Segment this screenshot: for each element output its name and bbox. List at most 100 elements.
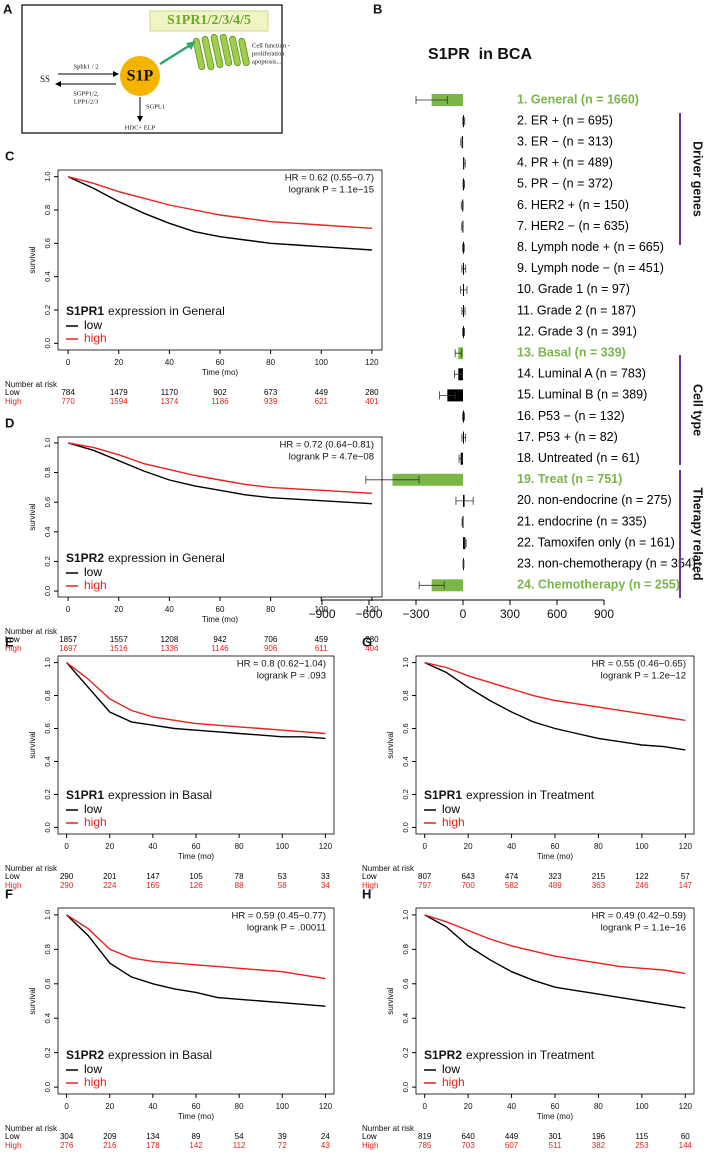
survival-curve (67, 176, 372, 229)
category-label: 5. PR − (n = 372) (517, 177, 613, 191)
risk-value: 1336 (160, 644, 178, 653)
risk-value: 1479 (110, 388, 128, 397)
risk-value: 209 (103, 1132, 117, 1141)
arrow-head (137, 116, 143, 122)
risk-value: 363 (592, 881, 606, 890)
category-label: 7. HER2 − (n = 635) (517, 219, 629, 233)
x-tick-label: 100 (315, 605, 329, 614)
risk-table-title: Number at risk (5, 380, 58, 389)
risk-value: 304 (60, 1132, 74, 1141)
risk-value: 60 (681, 1132, 690, 1141)
error-bar (460, 138, 464, 147)
x-axis-label: Time (mo) (202, 368, 238, 377)
risk-value: 112 (233, 1141, 246, 1150)
risk-value: 797 (418, 881, 432, 890)
y-axis-label: survival (28, 503, 37, 530)
x-tick-label: 900 (594, 607, 614, 621)
legend-label: high (84, 578, 107, 592)
x-tick-label: 100 (635, 842, 649, 851)
panel-label: H (362, 886, 371, 901)
gene-name: S1PR2 (424, 1048, 462, 1062)
effect-label: proliferation (252, 50, 285, 57)
risk-value: 703 (461, 1141, 475, 1150)
risk-value: 770 (61, 397, 75, 406)
error-bar (455, 496, 474, 505)
x-tick-label: 40 (165, 605, 174, 614)
risk-value: 1594 (110, 397, 128, 406)
risk-value: 53 (278, 872, 287, 881)
risk-value: 1374 (160, 397, 178, 406)
risk-value: 607 (505, 1141, 519, 1150)
annotation: HR = 0.55 (0.46−0.65) (591, 659, 686, 670)
error-bar (461, 222, 464, 231)
x-tick-label: 0 (66, 358, 71, 367)
x-tick-label: 100 (276, 1102, 290, 1111)
category-label: 11. Grade 2 (n = 187) (517, 303, 636, 317)
y-tick-label: 0.2 (43, 556, 52, 566)
error-bar (462, 159, 466, 168)
annotation: logrank P = 1.2e−12 (601, 671, 686, 682)
y-tick-label: 0.0 (43, 822, 52, 832)
effect-label: apoptosis... (252, 58, 282, 65)
risk-value: 1557 (110, 635, 128, 644)
risk-value: 401 (365, 397, 379, 406)
risk-value: 640 (461, 1132, 475, 1141)
risk-value: 178 (146, 1141, 160, 1150)
arrow-head (113, 71, 119, 77)
risk-row-label: Low (362, 1132, 377, 1141)
x-tick-label: 80 (235, 842, 244, 851)
panel-label: G (362, 634, 372, 649)
risk-table-title: Number at risk (5, 1124, 58, 1133)
y-tick-label: 0.2 (43, 305, 52, 315)
x-axis-label: Time (mo) (202, 615, 238, 624)
risk-value: 215 (592, 872, 606, 881)
title-text: expression in Treatment (466, 788, 595, 802)
s1p-label: S1P (127, 68, 154, 85)
error-bar (458, 454, 463, 463)
x-tick-label: −300 (402, 607, 429, 621)
arrow-head (186, 41, 196, 50)
y-tick-label: 0.6 (43, 497, 52, 507)
category-label: 15. Luminal B (n = 389) (517, 388, 647, 402)
risk-value: 43 (321, 1141, 330, 1150)
risk-value: 819 (418, 1132, 432, 1141)
y-tick-label: 0.4 (401, 756, 410, 766)
risk-row-label: Low (5, 1132, 20, 1141)
gene-name: S1PR1 (66, 788, 104, 802)
category-label: 6. HER2 + (n = 150) (517, 198, 629, 212)
category-label: 17. P53 + (n = 82) (517, 430, 618, 444)
category-label: 21. endocrine (n = 335) (517, 514, 647, 528)
arrow-head (55, 81, 61, 87)
bar (431, 579, 463, 592)
risk-value: 201 (103, 872, 117, 881)
annotation: HR = 0.49 (0.42−0.59) (591, 911, 686, 922)
x-tick-label: 120 (365, 605, 379, 614)
risk-value: 643 (461, 872, 475, 881)
legend-label: high (84, 331, 107, 345)
legend-label: high (84, 1075, 107, 1089)
risk-row-label: Low (5, 635, 20, 644)
risk-value: 72 (278, 1141, 287, 1150)
panel-label: C (5, 148, 15, 163)
products-label: HDC+ ELP (125, 124, 156, 131)
annotation: logrank P = 4.7e−08 (289, 452, 374, 463)
error-bar (462, 243, 465, 252)
error-bar (454, 349, 462, 358)
risk-value: 34 (321, 881, 330, 890)
y-tick-label: 0.6 (401, 979, 410, 989)
risk-row-label: High (5, 397, 21, 406)
category-label: 12. Grade 3 (n = 391) (517, 324, 637, 338)
error-bar (453, 370, 463, 379)
survival-curve (424, 661, 686, 751)
risk-value: 280 (365, 635, 379, 644)
x-tick-label: 100 (276, 842, 290, 851)
title-text: expression in General (108, 304, 225, 318)
legend-label: low (442, 1062, 460, 1076)
receptor-icon (192, 33, 250, 71)
panel-label: A (3, 1, 13, 16)
legend-label: high (84, 815, 107, 829)
gene-name: S1PR1 (424, 788, 462, 802)
risk-value: 290 (60, 872, 74, 881)
x-tick-label: 40 (148, 842, 157, 851)
risk-value: 54 (235, 1132, 244, 1141)
